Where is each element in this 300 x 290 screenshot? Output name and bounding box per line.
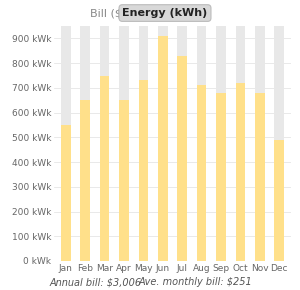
Text: Annual bill: $3,006: Annual bill: $3,006 xyxy=(50,277,142,287)
Bar xyxy=(158,36,168,261)
Bar xyxy=(61,125,70,261)
Bar xyxy=(255,93,265,261)
Bar xyxy=(216,26,226,261)
Bar xyxy=(139,81,148,261)
Bar xyxy=(139,26,148,261)
Text: Energy (kWh): Energy (kWh) xyxy=(122,8,208,18)
Bar xyxy=(119,100,129,261)
Bar xyxy=(274,140,284,261)
Bar xyxy=(197,26,206,261)
Bar xyxy=(177,56,187,261)
Text: Bill ($): Bill ($) xyxy=(90,8,126,18)
Bar xyxy=(274,26,284,261)
Bar xyxy=(80,26,90,261)
Text: Ave. monthly bill: $251: Ave. monthly bill: $251 xyxy=(138,277,252,287)
Bar xyxy=(177,26,187,261)
Bar xyxy=(158,26,168,261)
Bar xyxy=(100,26,110,261)
Bar xyxy=(236,83,245,261)
Bar xyxy=(216,93,226,261)
Bar xyxy=(100,76,110,261)
Bar xyxy=(61,26,70,261)
Bar xyxy=(197,86,206,261)
Bar xyxy=(255,26,265,261)
Bar xyxy=(80,100,90,261)
Bar xyxy=(119,26,129,261)
Bar xyxy=(236,26,245,261)
